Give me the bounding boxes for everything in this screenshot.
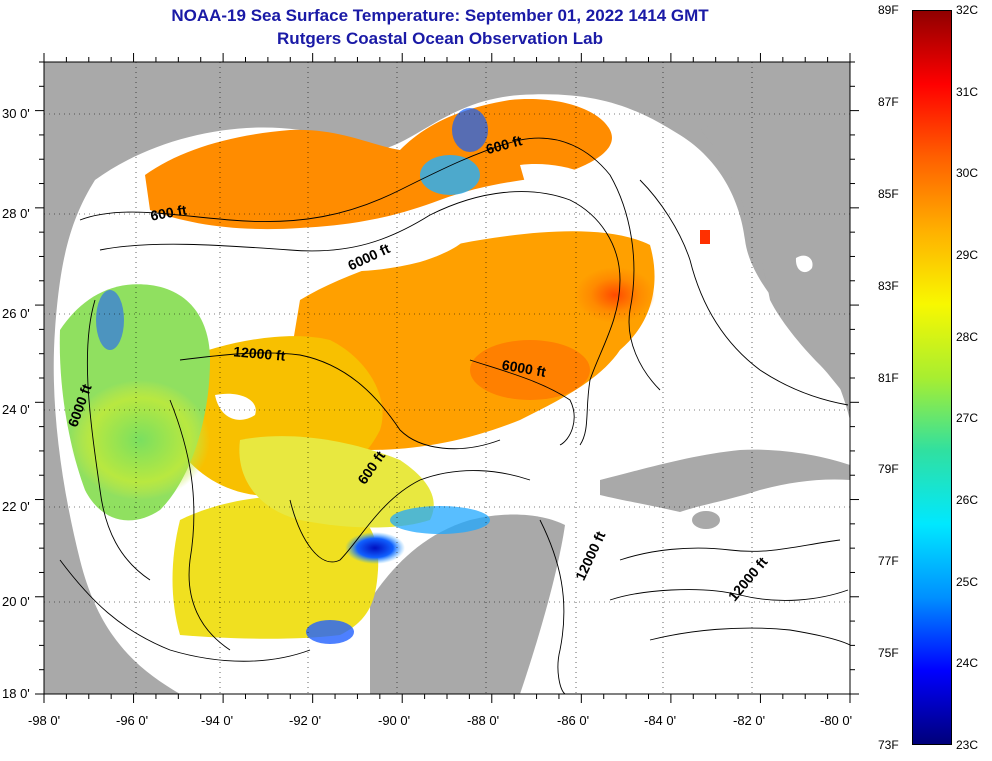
lon-label-94: -94 0' [201,713,234,728]
colorbar-fahrenheit-label: 83F [878,278,899,293]
colorbar-celsius-label: 27C [956,411,979,426]
colorbar-fahrenheit-label: 89F [878,3,899,17]
lon-label-90: -90 0' [378,713,411,728]
lat-label-30: 30 0' [2,106,30,121]
sst-coverage [59,99,710,644]
colorbar-celsius-label: 31C [956,84,979,99]
colorbar-fahrenheit-label: 85F [878,186,899,201]
colorbar-celsius-label: 23C [956,738,979,752]
axis-ticks [35,53,859,703]
lat-label-26: 26 0' [2,306,30,321]
colorbar-fahrenheit-label: 87F [878,94,899,109]
lon-label-86: -86 0' [557,713,590,728]
bathymetry-contours [59,137,850,694]
colorbar-fahrenheit-label: 73F [878,738,899,752]
lon-label-84: -84 0' [644,713,677,728]
lon-label-92: -92 0' [289,713,322,728]
lat-label-24: 24 0' [2,402,30,417]
cuba [600,449,850,512]
colorbar-fahrenheit-label: 81F [878,370,899,385]
colorbar-celsius-label: 32C [956,3,979,17]
contour-label: 600 ft [149,202,188,224]
lat-label-18: 18 0' [2,686,30,701]
colorbar-celsius-label: 30C [956,166,979,181]
lon-label-96: -96 0' [116,713,149,728]
temperature-colorbar [912,10,952,745]
chart-title: NOAA-19 Sea Surface Temperature: Septemb… [171,6,709,25]
lon-label-82: -82 0' [733,713,766,728]
colorbar-celsius-label: 25C [956,574,979,589]
colorbar-celsius-label: 29C [956,248,979,262]
colorbar-fahrenheit-label: 77F [878,554,899,569]
yucatan-peninsula [370,514,565,694]
lon-label-98: -98 0' [28,713,61,728]
colorbar-celsius-label: 28C [956,329,979,344]
lon-label-88: -88 0' [467,713,500,728]
graticule [44,62,850,694]
florida [700,62,850,400]
lat-label-28: 28 0' [2,206,30,221]
lon-label-80: -80 0' [820,713,853,728]
island [692,511,720,529]
lat-label-22: 22 0' [2,499,30,514]
lat-label-20: 20 0' [2,594,30,609]
colorbar-fahrenheit-label: 79F [878,462,899,477]
colorbar-fahrenheit-label: 75F [878,646,899,661]
colorbar-celsius-label: 24C [956,656,979,671]
florida-lakes [795,255,813,273]
colorbar-celsius-label: 26C [956,493,979,507]
chart-subtitle: Rutgers Coastal Ocean Observation Lab [277,29,603,48]
contour-label: 12000 ft [233,343,287,364]
contour-label: 6000 ft [501,356,548,380]
